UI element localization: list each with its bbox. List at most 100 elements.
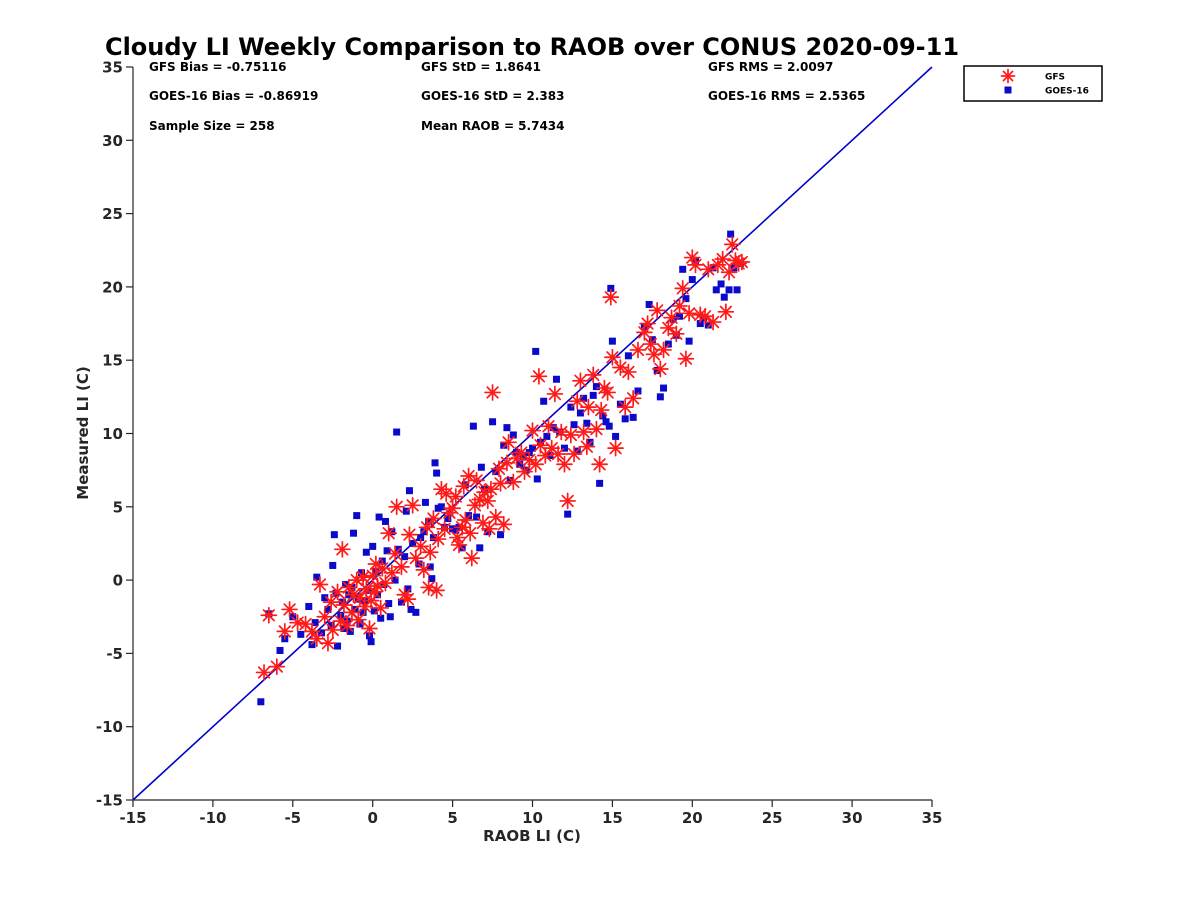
goes16-point [519,453,527,461]
goes16-point [605,422,613,430]
goes16-point [297,630,305,638]
legend-box [963,65,1103,102]
gfs-point [500,433,517,451]
gfs-point [733,253,751,271]
gfs-point [607,439,624,457]
goes16-point [712,286,720,294]
gfs-point [580,398,597,416]
y-tick-label: -5 [106,645,123,663]
goes16-point [369,542,377,550]
goes16-point [359,608,367,616]
goes16-point [477,463,485,471]
gfs-point [461,524,479,542]
y-tick-label: -10 [96,718,123,736]
gfs-point [437,485,455,502]
goes16-point [393,428,401,436]
goes16-point [409,539,417,547]
x-tick-label: -5 [284,809,301,827]
gfs-point [655,341,672,359]
gfs-point [361,620,378,637]
goes16-point [386,613,394,621]
goes16-point [629,413,637,421]
legend-label: GOES-16 [1045,87,1089,97]
goes16-point [500,441,508,449]
goes16-point [431,459,439,467]
gfs-point [629,341,647,359]
gfs-point [565,445,583,463]
goes16-point [383,547,391,555]
y-tick-label: 35 [102,59,123,77]
gfs-point [487,508,505,526]
goes16-point [407,605,415,613]
gfs-point [714,250,732,268]
legend-marker-gfs [1000,68,1016,84]
goes16-point [660,384,668,392]
goes16-point [444,515,452,523]
goes16-point [391,576,399,584]
goes16-point [570,421,578,429]
gfs-point [412,538,429,555]
gfs-point [612,359,629,376]
x-tick-label: 5 [447,809,457,827]
legend-item-gfs: GFS [1000,68,1065,84]
goes16-point [377,614,385,622]
gfs-point [591,455,608,473]
x-tick-label: 15 [602,809,623,827]
goes16-point [653,366,661,374]
y-tick-label: -15 [96,792,123,810]
goes16-point [311,619,319,627]
gfs-point [447,488,465,505]
goes16-point [608,337,616,345]
gfs-point [599,384,616,401]
y-tick-label: 10 [102,425,123,443]
x-axis-label: RAOB LI (C) [483,827,581,845]
goes16-point [727,230,735,238]
goes16-point [540,397,548,405]
goes16-point [429,534,437,542]
goes16-point [362,548,370,556]
goes16-point [656,393,664,401]
gfs-point [717,303,735,321]
gfs-point [457,511,474,529]
goes16-point [599,412,607,420]
goes16-point [476,544,484,552]
x-tick-label: 20 [682,809,703,827]
goes16-point [473,513,481,521]
goes16-point [602,418,610,426]
goes16-point [437,503,445,511]
gfs-point [421,543,439,561]
goes16-point [596,479,604,487]
goes16-point [425,517,433,525]
goes16-point [709,264,717,272]
gfs-point [460,467,477,485]
gfs-point [319,634,337,652]
gfs-point [349,611,367,629]
goes16-point [353,512,361,520]
y-tick-label: 20 [102,278,123,296]
gfs-point [588,420,605,438]
gfs-point [504,473,522,491]
legend-marker-goes16 [1004,86,1012,94]
y-tick-label: 25 [102,205,123,223]
goes16-point [484,528,492,536]
gfs-point [584,366,602,384]
gfs-point [463,549,481,567]
goes16-point [404,585,412,593]
gfs-point [490,460,508,478]
goes16-point [497,531,505,539]
gfs-point [404,496,421,514]
goes16-point [576,409,584,417]
gfs-point [546,385,564,403]
goes16-point [549,424,557,432]
goes16-point [381,517,389,525]
goes16-point [329,561,337,569]
x-tick-label: 30 [842,809,863,827]
goes16-point [589,391,597,399]
gfs-point [575,423,592,441]
gfs-point [671,297,688,315]
data-points [255,230,751,706]
goes16-point [733,286,741,294]
goes16-point [397,598,405,606]
goes16-point [356,620,364,628]
goes16-point [428,575,436,583]
